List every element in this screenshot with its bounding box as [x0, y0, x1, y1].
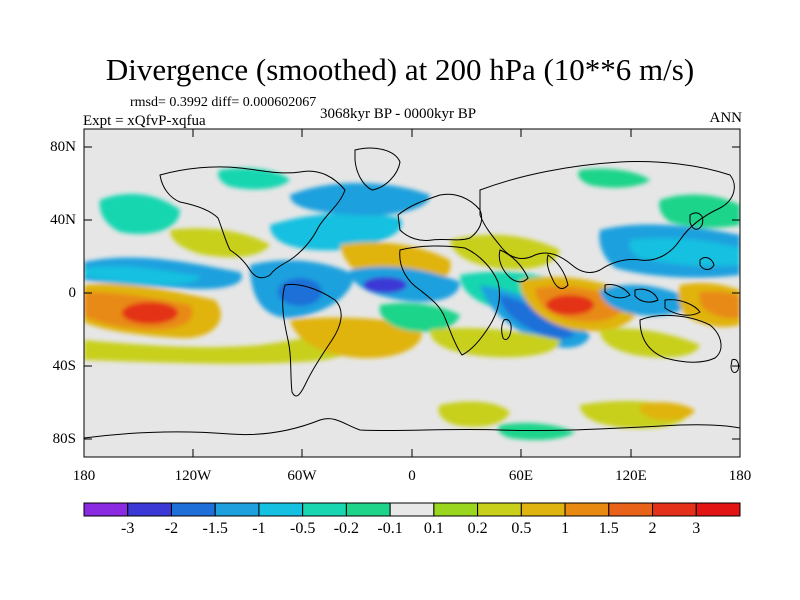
coastline — [639, 315, 722, 363]
axis-ticks — [83, 129, 741, 457]
anomaly-region — [363, 277, 407, 293]
anomaly-region — [639, 402, 695, 421]
coastline — [634, 288, 659, 303]
coastline — [498, 249, 529, 283]
colorbar-label: 0.2 — [467, 520, 488, 537]
anomaly-region — [699, 291, 740, 319]
colorbar-label: 2 — [648, 520, 657, 537]
colorbar-label: -1 — [252, 520, 266, 537]
coastline — [664, 299, 701, 316]
anomaly-region — [629, 237, 740, 267]
coastline — [399, 245, 501, 356]
colorbar-label: 3 — [692, 520, 701, 537]
colorbar-label: -0.5 — [289, 520, 316, 537]
anomaly-region — [170, 228, 270, 258]
x-label-60w: 60W — [287, 468, 317, 484]
coastline — [699, 257, 715, 270]
coastline — [730, 359, 739, 374]
anomaly-region — [290, 182, 430, 216]
x-label-60e: 60E — [508, 468, 534, 484]
coastline — [501, 319, 512, 341]
anomaly-region — [546, 295, 594, 315]
x-label-120e: 120E — [615, 468, 647, 484]
coastline — [84, 418, 740, 439]
y-label-40s: 40S — [52, 358, 76, 374]
anomaly-region — [500, 295, 575, 339]
coastline — [282, 283, 342, 397]
x-label-180w: 180 — [72, 468, 96, 484]
anomaly-region — [278, 278, 322, 306]
anomaly-region — [122, 302, 178, 324]
y-label-80s: 80S — [52, 431, 76, 447]
anomaly-region — [379, 303, 460, 332]
colorbar-label: -1.5 — [202, 520, 228, 537]
anomaly-region — [270, 213, 402, 251]
anomaly-region — [600, 284, 690, 316]
anomaly-region — [84, 265, 200, 285]
coastline — [689, 212, 704, 230]
anomaly-region — [99, 193, 180, 234]
anomaly-region — [218, 168, 290, 190]
colorbar-label: 0.1 — [423, 520, 444, 537]
x-label-120w: 120W — [174, 468, 212, 484]
anomaly-region — [578, 168, 650, 188]
period-label: 3068kyr BP - 0000kyr BP — [320, 106, 477, 122]
anomaly-region — [430, 328, 560, 358]
coastline — [546, 254, 569, 289]
colorbar-label: 1.5 — [598, 520, 619, 537]
rmsd-stats: rmsd= 0.3992 diff= 0.000602067 — [130, 95, 317, 110]
y-label-0: 0 — [68, 285, 77, 301]
season-label: ANN — [709, 110, 743, 126]
anomaly-region — [290, 317, 422, 359]
coastline — [159, 166, 346, 279]
y-label-40n: 40N — [50, 212, 76, 228]
colorbar-label: -2 — [164, 520, 179, 537]
x-label-0: 0 — [408, 468, 416, 484]
colorbar-label: -3 — [121, 520, 135, 537]
colorbar-label: 0.5 — [511, 520, 532, 537]
y-label-80n: 80N — [50, 139, 76, 155]
coastline — [354, 147, 401, 191]
coastline — [397, 193, 483, 241]
x-label-180e: 180 — [728, 468, 752, 484]
anomaly-region — [600, 328, 700, 358]
colorbar-label: 1 — [561, 520, 570, 537]
colorbar-label: -0.1 — [377, 520, 403, 537]
divergence-field — [84, 168, 740, 440]
anomaly-region — [438, 401, 510, 427]
coastline — [479, 161, 735, 273]
map-title: Divergence (smoothed) at 200 hPa (10**6 … — [105, 52, 695, 87]
coastline — [604, 284, 631, 299]
anomaly-region — [659, 194, 740, 228]
colorbar-label: -0.2 — [333, 520, 360, 537]
coastlines — [84, 147, 740, 439]
experiment-label: Expt = xQfvP-xqfua — [83, 113, 206, 129]
anomaly-region — [84, 330, 363, 364]
anomaly-region — [498, 422, 575, 440]
